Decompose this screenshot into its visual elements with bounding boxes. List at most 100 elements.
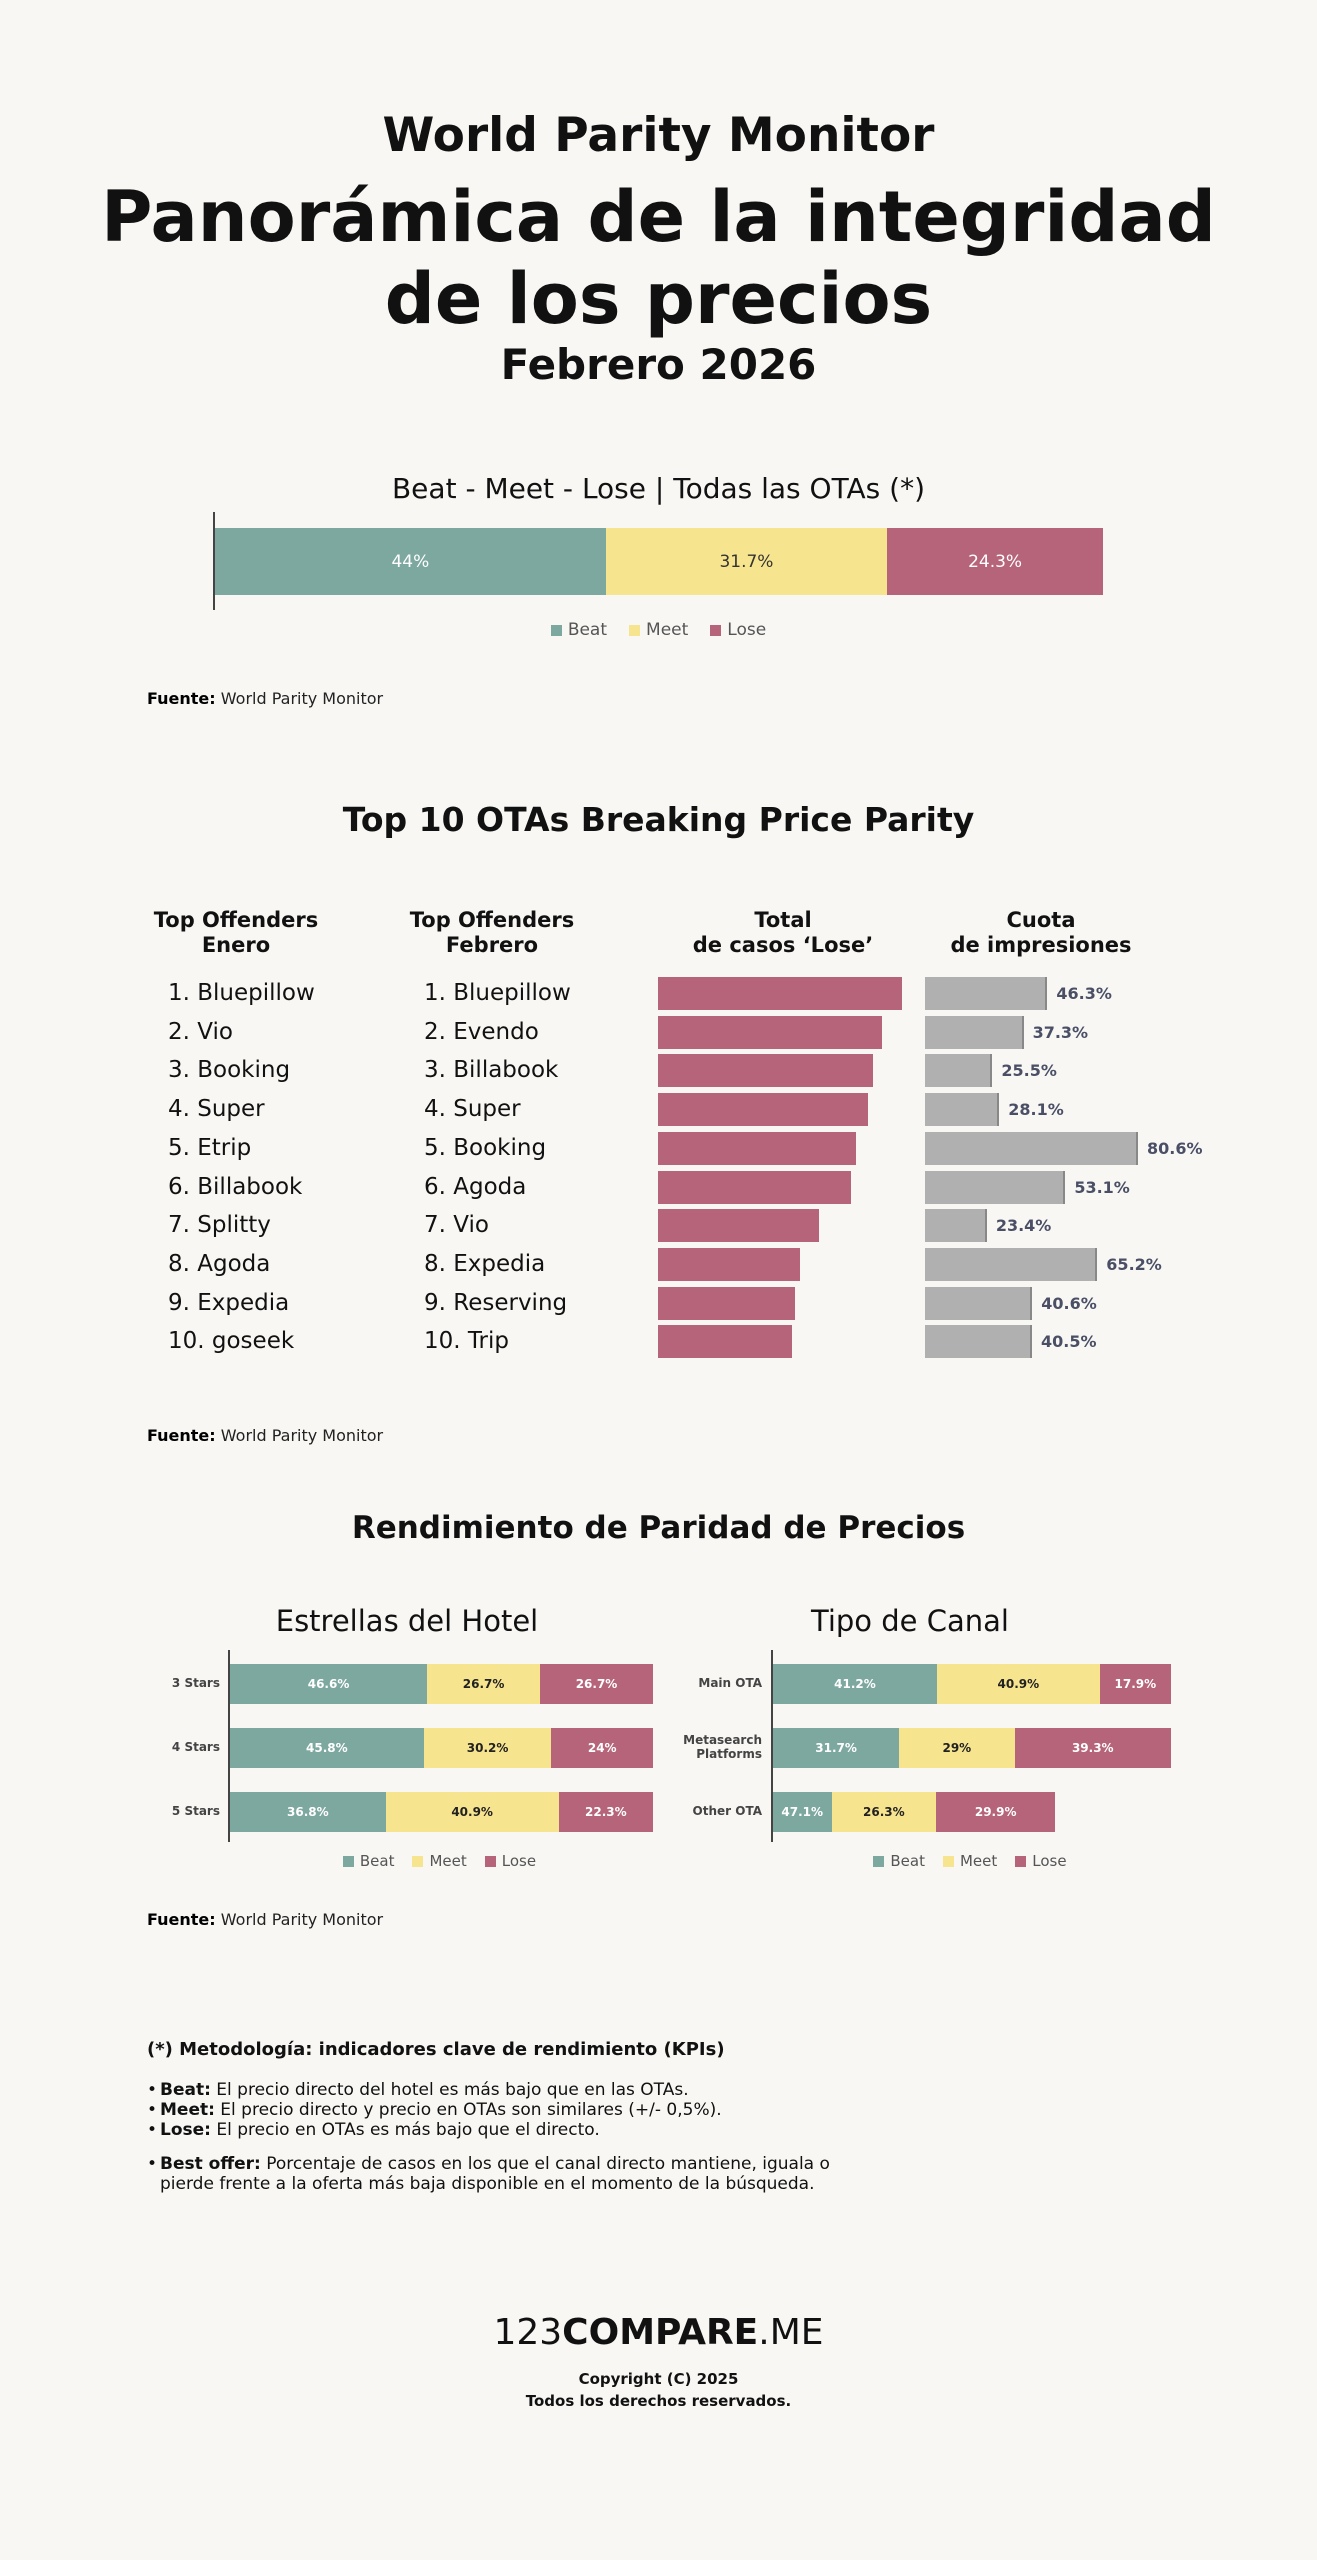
bullet: • xyxy=(147,2120,158,2140)
stars-segment-meet: 40.9% xyxy=(385,1792,559,1832)
bullet: • xyxy=(147,2154,158,2174)
stars-chart-title: Estrellas del Hotel xyxy=(275,1604,539,1638)
stars-legend-swatch xyxy=(342,1855,354,1867)
lose-bar xyxy=(658,1170,851,1204)
page-title-line-2: de los precios xyxy=(384,258,933,340)
offender-jan-item: 1. Bluepillow xyxy=(168,980,315,1006)
methodology-term: Beat: xyxy=(160,2080,211,2100)
offender-feb-item: 4. Super xyxy=(424,1096,521,1123)
supertitle: World Parity Monitor xyxy=(382,108,935,163)
channel-row-label: Main OTA xyxy=(698,1676,762,1690)
offender-feb-item: 7. Vio xyxy=(424,1212,489,1239)
stars-row-label: 4 Stars xyxy=(171,1740,220,1754)
lose-bar xyxy=(658,1015,883,1049)
overview-stacked-bar: 44% 31.7% 24.3% xyxy=(215,528,1103,595)
copyright: Copyright (C) 2025 Todos los derechos res… xyxy=(525,2370,792,2410)
stars-legend-item: Beat xyxy=(342,1852,395,1870)
overview-legend-label: Beat xyxy=(567,620,608,640)
lose-bar xyxy=(658,977,902,1010)
share-bar xyxy=(925,1015,1024,1049)
methodology-term: Lose: xyxy=(160,2120,211,2140)
channel-legend-label: Lose xyxy=(1032,1852,1067,1870)
offender-feb-item: 8. Expedia xyxy=(424,1250,546,1277)
overview-source: Fuente: World Parity Monitor xyxy=(147,689,384,708)
channel-segment-lose: 17.9% xyxy=(1099,1664,1171,1704)
stars-axis xyxy=(228,1650,230,1842)
page-title-line-1: Panorámica de la integridad xyxy=(101,176,1216,258)
stars-segment-lose: 22.3% xyxy=(558,1792,653,1832)
offender-feb-item: 5. Booking xyxy=(424,1134,547,1161)
channel-segment-lose: 29.9% xyxy=(936,1792,1056,1832)
methodology-text: El precio directo del hotel es más bajo … xyxy=(210,2080,689,2100)
report-date: Febrero 2026 xyxy=(500,340,817,389)
offender-jan-item: 9. Expedia xyxy=(168,1289,290,1316)
page-title: Panorámica de la integridad de los preci… xyxy=(0,176,1317,340)
channel-segment-meet: 26.3% xyxy=(831,1792,937,1832)
offender-feb-item: 1. Bluepillow xyxy=(424,980,571,1006)
share-label: 40.6% xyxy=(1041,1293,1097,1313)
offender-feb-item: 2. Evendo xyxy=(424,1018,539,1045)
share-label: 46.3% xyxy=(1056,984,1112,1003)
stars-row-label: 5 Stars xyxy=(171,1804,220,1818)
channel-legend-swatch xyxy=(1015,1855,1027,1867)
stars-segment-beat: 45.8% xyxy=(230,1728,424,1768)
stars-legend-label: Lose xyxy=(501,1852,537,1870)
overview-segment-meet: 31.7% xyxy=(605,528,888,595)
channel-segment-beat: 31.7% xyxy=(773,1728,900,1768)
stars-segment-meet: 26.7% xyxy=(427,1664,541,1704)
share-label: 37.3% xyxy=(1032,1022,1089,1042)
stars-legend-item: Meet xyxy=(412,1852,467,1870)
channel-segment-lose: 39.3% xyxy=(1014,1728,1171,1768)
share-bar xyxy=(925,1131,1138,1165)
channel-axis xyxy=(771,1650,773,1842)
bullet: • xyxy=(147,2080,158,2100)
overview-legend-swatch xyxy=(550,624,562,636)
offender-jan-item: 7. Splitty xyxy=(168,1212,271,1239)
overview-legend-label: Meet xyxy=(646,620,689,640)
stars-legend-label: Beat xyxy=(359,1852,395,1870)
methodology-text: El precio directo y precio en OTAs son s… xyxy=(214,2100,722,2120)
overview-legend-swatch xyxy=(710,624,722,636)
stars-legend-item: Lose xyxy=(484,1852,537,1870)
lose-bar xyxy=(658,1054,873,1088)
channel-segment-beat: 47.1% xyxy=(773,1792,832,1832)
stars-segment-beat: 46.6% xyxy=(230,1664,428,1704)
share-bar xyxy=(925,1247,1098,1281)
bullet: • xyxy=(147,2100,158,2120)
channel-segment-meet: 29% xyxy=(899,1728,1015,1768)
methodology-text: Porcentaje de casos en los que el canal … xyxy=(160,2154,830,2194)
channel-stacked-bar: 47.1% 26.3% 29.9% xyxy=(773,1792,1056,1832)
share-bar xyxy=(925,1209,987,1243)
performance-source: Fuente: World Parity Monitor xyxy=(147,1910,384,1929)
share-label: 40.5% xyxy=(1041,1332,1097,1352)
channel-legend-item: Meet xyxy=(942,1852,997,1870)
offender-jan-item: 4. Super xyxy=(168,1096,265,1123)
methodology-item: • Beat: El precio directo del hotel es má… xyxy=(147,2080,847,2100)
share-bar xyxy=(925,1093,1000,1127)
channel-legend-item: Beat xyxy=(873,1852,925,1870)
top10-title: Top 10 OTAs Breaking Price Parity xyxy=(342,800,975,839)
share-bar xyxy=(925,1170,1066,1204)
lose-bar xyxy=(658,1209,820,1243)
overview-segment-beat: 44% xyxy=(215,528,606,595)
overview-segment-lose: 24.3% xyxy=(887,528,1103,595)
offender-feb-item: 3. Billabook xyxy=(424,1057,559,1084)
share-bar xyxy=(925,977,1048,1010)
channel-row-label: Other OTA xyxy=(692,1804,762,1818)
methodology-item: • Meet: El precio directo y precio en OTA… xyxy=(147,2100,847,2120)
header-top-offenders-jan: Top Offenders Enero xyxy=(153,908,319,957)
header-top-offenders-feb: Top Offenders Febrero xyxy=(409,908,575,957)
methodology-term: Best offer: xyxy=(160,2154,261,2174)
methodology-list: • Beat: El precio directo del hotel es má… xyxy=(147,2080,847,2194)
overview-legend-item: Beat xyxy=(550,620,608,640)
share-label: 28.1% xyxy=(1008,1100,1064,1120)
methodology-text: El precio en OTAs es más bajo que el dir… xyxy=(210,2120,600,2140)
offender-jan-item: 6. Billabook xyxy=(168,1173,303,1200)
stars-row-label: 3 Stars xyxy=(171,1676,220,1690)
offender-feb-item: 9. Reserving xyxy=(424,1289,568,1316)
share-bar xyxy=(925,1325,1033,1359)
stars-stacked-bar: 46.6% 26.7% 26.7% xyxy=(230,1664,653,1704)
share-bar xyxy=(925,1286,1033,1320)
share-label: 23.4% xyxy=(995,1216,1052,1236)
channel-legend-swatch xyxy=(873,1855,885,1867)
